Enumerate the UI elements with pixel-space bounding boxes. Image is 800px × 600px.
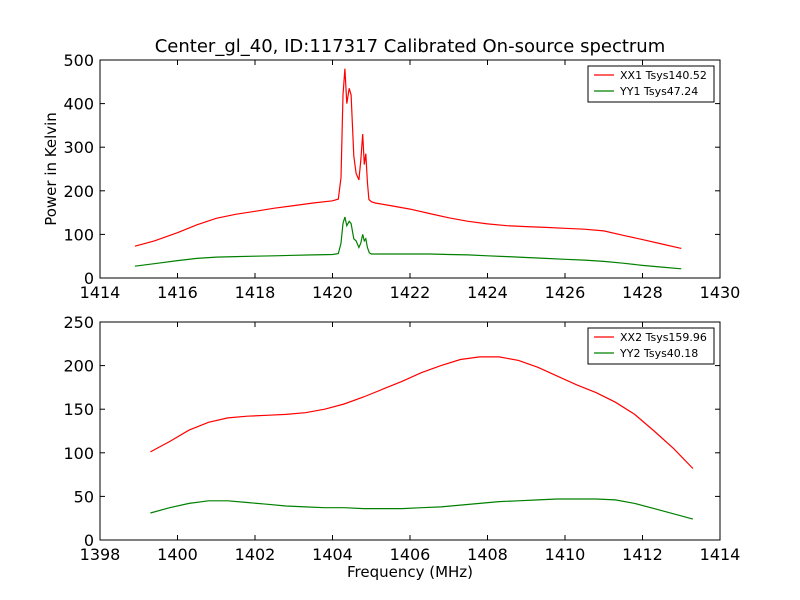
y-tick-label: 250 [63, 313, 94, 332]
y-tick-label: 100 [63, 444, 94, 463]
plot-panel-1: 1414 1416 1418 1420 1422 1424 1426 1428 1430 0 100… [42, 51, 740, 302]
legend-box [587, 327, 715, 365]
y-axis-label: Power in Kelvin [42, 112, 60, 226]
x-tick-label: 1426 [545, 283, 586, 302]
x-tick-label: 1398 [80, 545, 121, 564]
series-line-xx2 [150, 356, 694, 469]
x-tick-label: 1424 [467, 283, 508, 302]
x-tick-label: 1414 [80, 283, 121, 302]
y-tick-label: 0 [84, 531, 94, 550]
x-tick-label: 1408 [467, 545, 508, 564]
x-tick-label: 1422 [390, 283, 431, 302]
plot-panels: 1414 1416 1418 1420 1422 1424 1426 1428 1430 0 100… [42, 51, 740, 581]
x-tick-label: 1400 [157, 545, 198, 564]
y-tick-label: 300 [63, 138, 94, 157]
series-line-yy1 [134, 216, 682, 270]
legend: XX1 Tsys140.52 YY1 Tsys47.24 [587, 65, 715, 103]
legend: XX2 Tsys159.96 YY2 Tsys40.18 [587, 327, 715, 365]
y-tick-label: 500 [63, 51, 94, 70]
x-axis-label: Frequency (MHz) [347, 563, 473, 581]
series-line-xx1 [134, 68, 682, 249]
x-tick-label: 1402 [235, 545, 276, 564]
legend-label: YY2 Tsys40.18 [619, 347, 698, 360]
legend-label: YY1 Tsys47.24 [619, 85, 698, 98]
x-tick-label: 1420 [312, 283, 353, 302]
y-tick-label: 400 [63, 95, 94, 114]
y-tick-label: 200 [63, 357, 94, 376]
x-tick-label: 1430 [700, 283, 741, 302]
x-tick-label: 1418 [235, 283, 276, 302]
x-tick-label: 1406 [390, 545, 431, 564]
y-tick-label: 50 [74, 487, 94, 506]
y-tick-label: 200 [63, 182, 94, 201]
x-tick-label: 1404 [312, 545, 353, 564]
x-tick-label: 1416 [157, 283, 198, 302]
x-tick-label: 1410 [545, 545, 586, 564]
y-tick-label: 0 [84, 269, 94, 288]
series-line-yy2 [150, 498, 694, 520]
legend-label: XX2 Tsys159.96 [620, 331, 707, 344]
x-tick-label: 1414 [700, 545, 741, 564]
figure-title: Center_gl_40, ID:117317 Calibrated On-so… [155, 36, 666, 57]
x-tick-label: 1428 [622, 283, 663, 302]
legend-box [587, 65, 715, 103]
y-tick-label: 150 [63, 400, 94, 419]
x-tick-label: 1412 [622, 545, 663, 564]
y-tick-label: 100 [63, 225, 94, 244]
plot-panel-2: 1398 1400 1402 1404 1406 1408 1410 1412 1414 0 50 1… [63, 313, 740, 581]
legend-label: XX1 Tsys140.52 [620, 69, 707, 82]
